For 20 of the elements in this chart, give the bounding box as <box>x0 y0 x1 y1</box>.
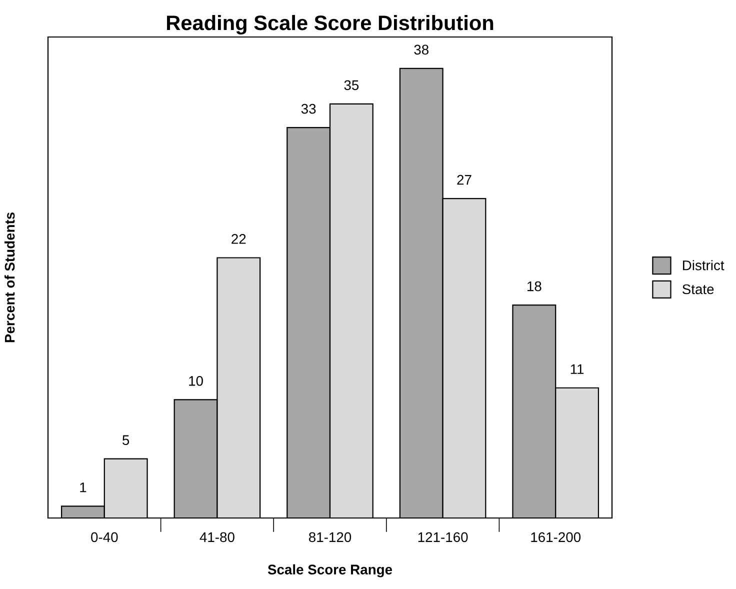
x-tick-label: 81-120 <box>308 532 352 542</box>
data-label: 27 <box>457 174 472 185</box>
data-label: 5 <box>122 435 130 445</box>
legend-label: State <box>682 284 714 294</box>
x-tick-label: 0-40 <box>91 532 118 542</box>
x-axis-title: Scale Score Range <box>268 564 392 578</box>
data-label: 10 <box>189 376 203 386</box>
data-label: 22 <box>232 234 246 244</box>
data-label: 38 <box>414 44 428 55</box>
y-axis-title: Percent of Students <box>4 212 15 342</box>
x-tick-label: 121-160 <box>418 532 468 542</box>
x-tick-label: 41-80 <box>200 532 234 542</box>
data-label: 18 <box>528 281 542 292</box>
legend-label: District <box>683 260 724 270</box>
data-label: 35 <box>344 80 359 90</box>
data-label: 11 <box>570 364 584 374</box>
chart-title: Reading Scale Score Distribution <box>167 14 494 34</box>
data-label: 1 <box>80 482 86 492</box>
x-tick-label: 161-200 <box>531 532 581 542</box>
data-label: 33 <box>301 104 316 114</box>
